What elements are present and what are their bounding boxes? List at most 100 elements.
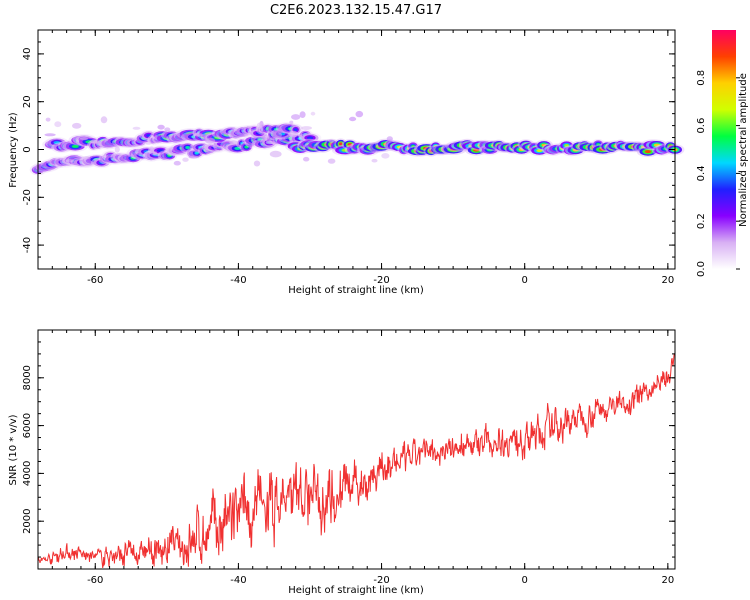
spectrogram-cell	[54, 121, 62, 128]
y-tick-label: -20	[22, 189, 33, 205]
spectrogram-cell	[156, 149, 164, 153]
snr-frame	[37, 329, 676, 570]
spectrogram-cell	[229, 140, 239, 145]
spectrogram-cell	[291, 114, 301, 120]
spectrogram-cell	[347, 143, 353, 147]
spectrogram-cell	[132, 126, 141, 130]
x-tick-label: 20	[661, 575, 674, 586]
spectrogram-cell	[71, 144, 79, 148]
spectrogram-cell	[644, 150, 652, 154]
spectrogram-cell	[45, 117, 51, 122]
spectrogram-cell	[253, 160, 261, 167]
spectrogram-cell	[371, 158, 378, 163]
colorbar-tick-label: 0.6	[696, 118, 707, 134]
colorbar-gradient	[712, 30, 736, 269]
spectrogram-cell	[130, 156, 136, 160]
spectrogram-cell	[653, 143, 661, 147]
spectrogram-cell	[339, 142, 343, 146]
spectrogram-cell	[182, 157, 189, 162]
spectrogram-cell	[473, 148, 480, 152]
spectrogram-cell	[271, 131, 283, 139]
spectrogram-cell	[596, 143, 601, 146]
spectrogram-cell	[303, 156, 310, 162]
spectrogram-cell	[188, 155, 200, 159]
spectrogram-cell	[72, 122, 82, 129]
spectrogram-cell	[114, 146, 120, 153]
spectrogram-cell	[143, 150, 151, 154]
colorbar-tick-label: 0.2	[696, 213, 707, 229]
spectrogram-cell	[328, 139, 334, 143]
spectrogram-y-label: Frequency (Hz)	[8, 112, 19, 188]
spectrogram-cell	[289, 120, 294, 125]
x-tick-label: 0	[522, 275, 528, 286]
spectrogram-cell	[234, 146, 241, 150]
y-tick-label: -40	[22, 237, 33, 253]
spectrogram-cell	[355, 110, 364, 118]
x-tick-label: -20	[373, 575, 389, 586]
spectrogram-cell	[536, 149, 543, 153]
spectrogram-cell	[240, 141, 244, 145]
spectrogram-cell	[194, 151, 199, 155]
y-tick-label: 20	[22, 95, 33, 108]
x-tick-label: -40	[230, 575, 246, 586]
spectrogram-ticks: -60 -40 -20 0 20 40 20 0 -20 -40	[22, 29, 675, 286]
snr-series-line	[37, 352, 676, 568]
y-tick-label: 6000	[22, 413, 33, 438]
snr-panel: -60 -40 -20 0 20 8000 6000 4000 2000 Height of s…	[8, 329, 676, 596]
y-tick-label: 2000	[22, 508, 33, 533]
spectrogram-cell	[167, 153, 172, 157]
spectrogram-cell	[349, 116, 357, 122]
spectrogram-cell	[564, 144, 569, 147]
colorbar-ticks: 0.0 0.2 0.4 0.6 0.8	[696, 70, 740, 277]
spectrogram-cell	[299, 111, 306, 118]
spectrogram-cell	[310, 111, 316, 116]
y-tick-label: 0	[22, 146, 33, 152]
spectrogram-cell	[185, 146, 190, 149]
x-tick-label: 20	[661, 275, 674, 286]
x-tick-label: -60	[87, 575, 103, 586]
spectrogram-x-label: Height of straight line (km)	[288, 285, 424, 296]
snr-y-label: SNR (10 * v/v)	[8, 414, 19, 485]
snr-x-label: Height of straight line (km)	[288, 585, 424, 596]
x-tick-label: -60	[87, 275, 103, 286]
x-tick-label: 0	[522, 575, 528, 586]
spectrogram-cell	[149, 146, 154, 151]
spectrogram-panel: -60 -40 -20 0 20 40 20 0 -20 -40 Height of straig…	[8, 29, 685, 296]
spectrogram-cell	[293, 128, 298, 132]
colorbar-tick-label: 0.0	[696, 261, 707, 277]
spectrogram-cell	[53, 141, 61, 145]
spectrogram-marks	[29, 110, 685, 176]
spectrogram-cell	[193, 133, 203, 137]
spectrogram-cell	[306, 136, 314, 140]
spectrogram-cell	[82, 156, 91, 160]
spectrogram-cell	[80, 137, 88, 141]
spectrogram-cell	[205, 137, 216, 144]
spectrogram-cell	[164, 127, 171, 132]
x-tick-label: -20	[373, 275, 389, 286]
colorbar-tick-label: 0.4	[696, 165, 707, 181]
spectrogram-cell	[265, 141, 275, 145]
spectrogram-cell	[100, 116, 108, 124]
y-tick-label: 40	[22, 48, 33, 61]
colorbar-label: Normalized spectral amplitude	[738, 73, 749, 227]
spectrogram-cell	[381, 153, 390, 159]
spectrogram-cell	[44, 133, 56, 137]
colorbar-tick-label: 0.8	[696, 70, 707, 86]
y-tick-label: 4000	[22, 461, 33, 486]
spectrogram-cell	[258, 125, 263, 133]
spectrogram-cell	[411, 145, 415, 148]
x-tick-label: -40	[230, 275, 246, 286]
spectrogram-cell	[518, 148, 525, 152]
spectrogram-cell	[173, 160, 181, 166]
spectrogram-cell	[386, 136, 393, 142]
spectrogram-cell	[301, 126, 312, 130]
spectrogram-cell	[89, 139, 100, 144]
spectrogram-cell	[261, 134, 270, 140]
spectrogram-cell	[288, 130, 298, 138]
y-tick-label: 8000	[22, 365, 33, 390]
spectrogram-cell	[157, 124, 165, 130]
spectrogram-cell	[146, 134, 152, 137]
spectrogram-cell	[327, 158, 336, 164]
spectrogram-cell	[244, 145, 249, 149]
